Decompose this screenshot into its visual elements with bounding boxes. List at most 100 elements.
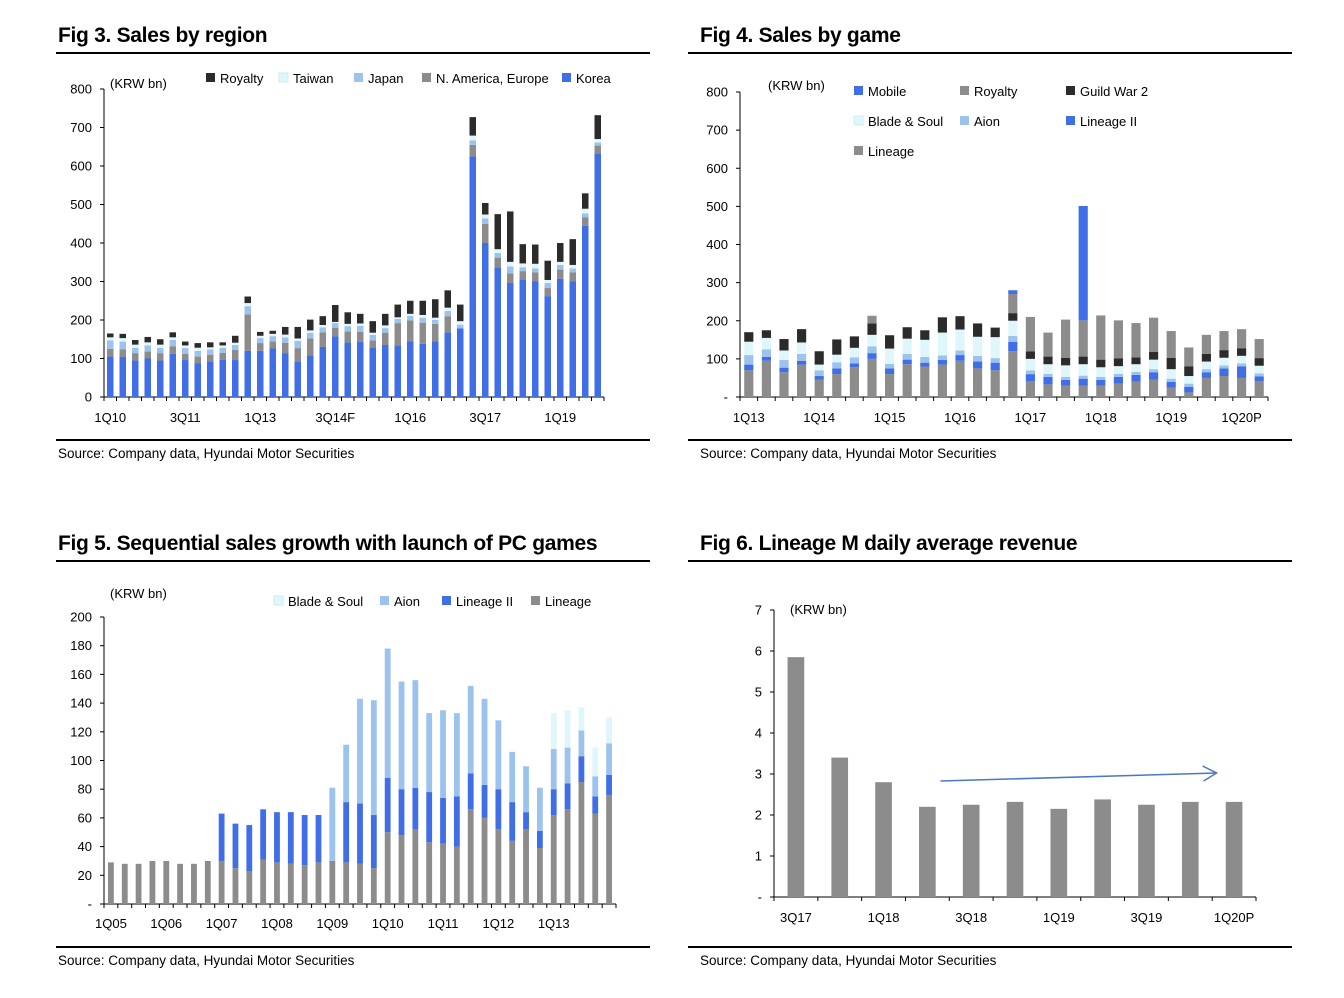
- bar-royalty: [132, 340, 139, 345]
- bar-n-america-europe: [344, 331, 351, 343]
- bar-korea: [119, 356, 126, 397]
- bar-lineage-ii: [1166, 381, 1176, 388]
- bar-aion: [1219, 365, 1229, 369]
- bar-n-america-europe: [469, 144, 476, 157]
- y-tick-label: 40: [78, 839, 92, 854]
- y-tick-label: 120: [70, 724, 92, 739]
- bar-taiwan: [407, 313, 414, 316]
- bar-taiwan: [432, 317, 439, 320]
- bar-royalty: [569, 239, 576, 265]
- bar-korea: [282, 353, 289, 397]
- bar-lineage: [744, 370, 754, 397]
- x-tick-label: 3Q17: [780, 910, 812, 925]
- bar-lineage: [536, 848, 543, 904]
- bar-korea: [182, 360, 189, 397]
- legend-swatch: [354, 73, 363, 82]
- legend-swatch: [853, 115, 864, 126]
- bar-aion: [920, 356, 930, 363]
- fig4-title-rule: [688, 52, 1292, 54]
- bar-lineage-ii: [536, 830, 543, 849]
- bar-aion: [1008, 336, 1018, 342]
- y-tick-label: 500: [70, 197, 92, 212]
- bar-lineage-m-daily-average-revenue: [1094, 799, 1111, 897]
- y-tick-label: 5: [755, 685, 762, 700]
- bar-lineage-ii: [564, 783, 571, 810]
- bar-lineage: [357, 863, 363, 904]
- bar-korea: [532, 281, 539, 397]
- bar-aion: [990, 358, 1000, 363]
- bar-lineage-ii: [357, 803, 363, 864]
- bar-n-america-europe: [444, 316, 451, 333]
- x-tick-label: 1Q16: [944, 410, 976, 425]
- bar-lineage-ii: [1061, 379, 1071, 386]
- bar-blade-soul: [1237, 355, 1247, 364]
- bar-korea: [157, 360, 164, 397]
- bar-lineage-ii: [440, 797, 446, 844]
- legend-label: Lineage II: [1080, 114, 1137, 129]
- bar-blade-soul: [797, 342, 807, 354]
- bar-japan: [232, 345, 239, 351]
- bar-lineage: [149, 860, 156, 904]
- bar-lineage: [1096, 385, 1106, 397]
- bar-lineage-ii: [509, 802, 516, 841]
- bar-guild-war-2: [814, 351, 824, 365]
- x-tick-label: 1Q09: [316, 916, 348, 931]
- bar-lineage-ii: [832, 368, 842, 375]
- bar-n-america-europe: [282, 342, 289, 354]
- bar-royalty: [1096, 315, 1106, 360]
- bar-japan: [244, 306, 251, 315]
- bar-lineage: [1184, 392, 1194, 397]
- bar-taiwan: [282, 334, 289, 338]
- y-tick-label: -: [88, 897, 92, 912]
- bar-taiwan: [132, 344, 139, 348]
- bar-lineage: [177, 863, 184, 904]
- fig4-title: Fig 4. Sales by game: [700, 24, 901, 47]
- x-tick-label: 1Q11: [428, 916, 459, 931]
- y-tick-label: 160: [70, 667, 92, 682]
- bar-lineage-ii: [523, 812, 529, 830]
- bar-taiwan: [444, 307, 451, 311]
- legend-swatch: [273, 595, 284, 606]
- bar-aion: [1078, 375, 1088, 379]
- bar-lineage: [1149, 379, 1159, 397]
- bar-aion: [426, 713, 433, 793]
- bar-n-america-europe: [332, 327, 339, 337]
- bar-aion: [814, 370, 824, 377]
- bar-lineage-ii: [370, 815, 377, 869]
- bar-blade-soul: [592, 747, 599, 777]
- y-tick-label: 800: [70, 82, 92, 97]
- bar-n-america-europe: [482, 223, 489, 243]
- bar-guild-war-2: [761, 330, 771, 338]
- legend-swatch: [278, 72, 289, 83]
- fig6-bottom-rule: [688, 946, 1292, 948]
- bar-taiwan: [532, 263, 539, 269]
- bar-aion: [937, 355, 947, 361]
- fig4-bottom-rule: [688, 439, 1292, 441]
- bar-taiwan: [169, 337, 176, 341]
- bar-royalty: [432, 299, 439, 318]
- bar-lineage-ii: [973, 361, 983, 369]
- y-tick-label: 300: [70, 274, 92, 289]
- bar-japan: [294, 340, 301, 349]
- bar-japan: [407, 315, 414, 321]
- bar-korea: [444, 332, 451, 397]
- bar-lineage: [509, 840, 516, 904]
- y-tick-label: 800: [706, 85, 728, 100]
- bar-blade-soul: [1061, 365, 1071, 377]
- bar-lineage-ii: [955, 355, 965, 361]
- bar-n-america-europe: [119, 349, 126, 357]
- bar-n-america-europe: [519, 271, 526, 280]
- bar-guild-war-2: [937, 317, 947, 333]
- fig6-title-rule: [688, 560, 1292, 562]
- bar-japan: [507, 266, 514, 274]
- bar-lineage-ii: [246, 825, 253, 871]
- bar-guild-war-2: [902, 327, 912, 339]
- bar-aion: [1201, 369, 1211, 373]
- bar-lineage: [779, 372, 789, 397]
- bar-lineage: [606, 794, 612, 904]
- legend-label: Mobile: [868, 84, 906, 99]
- bar-royalty: [282, 326, 289, 335]
- bar-royalty: [519, 244, 526, 264]
- bar-blade-soul: [885, 348, 895, 364]
- bar-lineage: [301, 865, 308, 904]
